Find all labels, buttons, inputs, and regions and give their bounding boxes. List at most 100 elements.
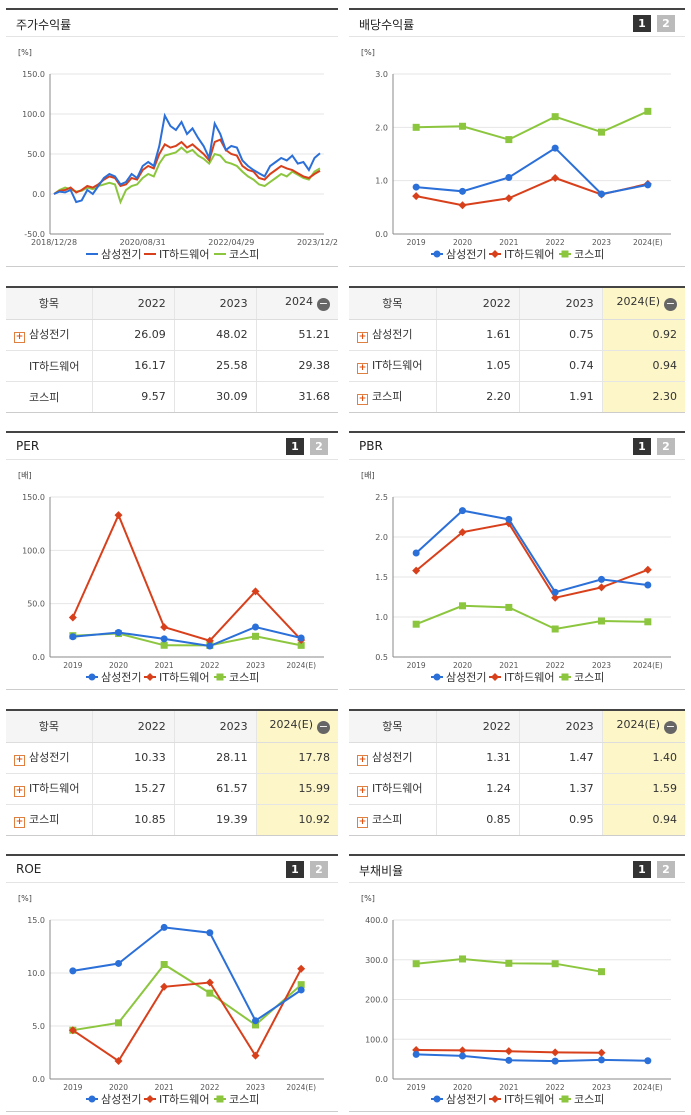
point-ithw <box>458 201 467 210</box>
expand-plus-icon[interactable]: + <box>14 786 25 797</box>
point-ithw <box>412 1045 421 1054</box>
series-line-kospi <box>72 632 302 647</box>
minus-icon[interactable]: − <box>317 297 330 312</box>
column-header-item: 항목 <box>6 288 93 320</box>
row-label-cell: + 삼성전기 <box>6 742 93 774</box>
point-ithw <box>643 565 652 574</box>
row-label-cell: + 코스피 <box>6 804 92 835</box>
expand-plus-icon[interactable]: + <box>14 332 25 343</box>
chart-option-1-button[interactable]: 1 <box>286 861 304 878</box>
value-cell: 17.78 <box>255 742 338 774</box>
y-tick-label: 1.0 <box>375 613 388 622</box>
column-header-year: 2022 <box>91 711 175 743</box>
chart-option-2-button[interactable]: 2 <box>310 438 328 455</box>
minus-icon[interactable]: − <box>664 297 677 312</box>
column-header-label: 2023 <box>565 719 594 733</box>
row-label: 코스피 <box>29 390 60 404</box>
table-row: + 삼성전기 1.31 1.47 1.40 <box>349 742 685 774</box>
roe-panel: ROE 1 2 [%] 15.0 10.0 5.0 0.0 2019 2020 2021 202… <box>6 854 338 1112</box>
chart-option-1-button[interactable]: 1 <box>633 861 651 878</box>
column-header-label: 2022 <box>137 296 166 310</box>
stock-return-table: 항목 2022 2023 2024− + 삼성전기 26.09 48.02 51.21 IT하드웨… <box>6 286 338 413</box>
point-kospi <box>505 959 513 967</box>
point-ithw <box>68 613 77 622</box>
debt-ratio-panel: 부채비율 1 2 [%] 400.0 300.0 200.0 100.0 0.0 2019 2… <box>349 854 685 1112</box>
point-ithw <box>597 583 606 592</box>
x-tick-label: 2021 <box>499 1083 518 1092</box>
legend-swatch-kospi <box>561 250 569 258</box>
chart-option-1-button[interactable]: 1 <box>286 438 304 455</box>
expand-plus-icon[interactable]: + <box>357 786 368 797</box>
chart-option-1-button[interactable]: 1 <box>633 15 651 32</box>
point-ithw <box>412 566 421 575</box>
value-cell: 48.02 <box>173 319 257 351</box>
point-kospi <box>598 128 605 136</box>
point-kospi <box>505 603 513 611</box>
row-label: 삼성전기 <box>372 328 413 341</box>
point-kospi <box>160 961 168 969</box>
column-header-label: 항목 <box>38 297 60 311</box>
legend-label-kospi: 코스피 <box>574 671 604 684</box>
y-tick-label: 15.0 <box>27 916 45 925</box>
value-cell: 10.33 <box>91 742 175 774</box>
point-ithw <box>412 192 421 201</box>
column-header-label: 항목 <box>382 297 403 311</box>
point-ithw <box>114 511 123 520</box>
value-cell: 0.75 <box>518 319 603 351</box>
series-line-samsung <box>72 625 302 648</box>
column-header-year: 2024(E) − <box>255 711 338 743</box>
column-header-year: 2023 <box>173 288 257 320</box>
y-tick-label: 0.0 <box>375 230 388 239</box>
value-cell: 1.37 <box>518 773 603 805</box>
value-cell: 0.94 <box>601 804 685 835</box>
expand-plus-icon[interactable]: + <box>357 332 368 343</box>
point-samsung <box>598 190 605 198</box>
value-cell: 1.40 <box>601 742 685 774</box>
y-tick-label: 100.0 <box>22 546 45 555</box>
minus-icon[interactable]: − <box>317 720 330 735</box>
expand-plus-icon[interactable]: + <box>14 817 25 829</box>
chart-option-2-button[interactable]: 2 <box>657 438 675 455</box>
column-header-year: 2022 <box>91 288 175 320</box>
pbr-panel: PBR 1 2 [배] 2.5 2.0 1.5 1.0 0.5 2019 2020 2021 20… <box>349 431 685 690</box>
x-tick-label: 2021 <box>155 661 174 670</box>
x-tick-label: 2021 <box>155 1083 174 1092</box>
expand-plus-icon[interactable]: + <box>357 363 368 374</box>
point-samsung <box>505 1056 513 1064</box>
column-header-label: 2023 <box>565 296 594 310</box>
y-tick-label: 100.0 <box>365 1035 388 1044</box>
expand-plus-icon[interactable]: + <box>14 755 25 766</box>
chart-option-2-button[interactable]: 2 <box>657 861 675 878</box>
y-tick-label: 150.0 <box>22 70 45 79</box>
series-line-samsung <box>72 926 302 1023</box>
column-header-year: 2022 <box>435 288 520 320</box>
chart-option-2-button[interactable]: 2 <box>657 15 675 32</box>
expand-plus-icon[interactable]: + <box>357 817 368 829</box>
point-samsung <box>297 986 305 994</box>
expand-plus-icon[interactable]: + <box>357 755 368 766</box>
chart-option-1-button[interactable]: 1 <box>633 438 651 455</box>
x-tick-label: 2020 <box>109 661 128 670</box>
table-row: + 삼성전기 10.33 28.11 17.78 <box>6 742 338 774</box>
panel-title: PBR <box>359 439 383 453</box>
row-label-cell: + 코스피 <box>349 381 436 412</box>
chart-option-2-button[interactable]: 2 <box>310 861 328 878</box>
point-kospi <box>551 625 559 633</box>
x-tick-label: 2022 <box>200 1083 219 1092</box>
minus-icon[interactable]: − <box>664 720 677 735</box>
per-chart: [배] 150.0 100.0 50.0 0.0 2019 2020 2021 2022 2023… <box>18 471 324 684</box>
legend-swatch-ithw <box>146 1095 154 1103</box>
legend-label-ithw: IT하드웨어 <box>159 247 209 261</box>
point-kospi <box>115 1019 122 1027</box>
x-tick-label: 2023/12/28 <box>297 238 338 247</box>
y-tick-label: 50.0 <box>27 150 45 159</box>
value-cell: 10.92 <box>255 804 338 835</box>
value-cell: 26.09 <box>91 319 175 351</box>
value-cell: 15.27 <box>91 773 175 805</box>
point-ithw <box>251 1051 260 1060</box>
column-header-label: 항목 <box>382 720 403 734</box>
legend-swatch-samsung <box>433 250 441 258</box>
point-kospi <box>412 620 420 628</box>
expand-plus-icon[interactable]: + <box>357 394 368 406</box>
x-tick-label: 2021 <box>499 661 518 670</box>
